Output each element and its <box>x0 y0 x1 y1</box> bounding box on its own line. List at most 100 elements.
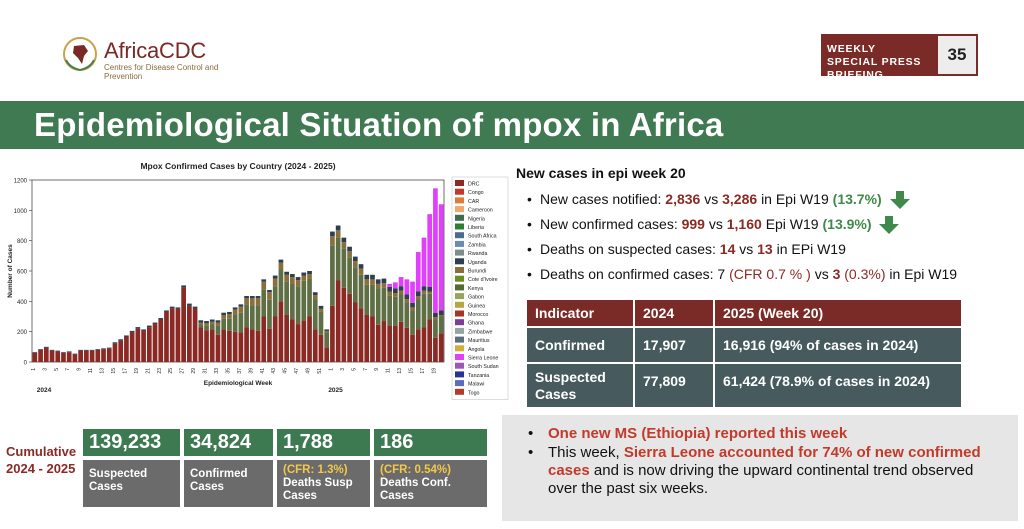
bar-segment-drc <box>370 316 375 362</box>
legend-label: Nigeria <box>468 216 485 222</box>
bar-segment-burundi <box>232 309 238 315</box>
vs-text: vs <box>708 216 723 232</box>
bar-segment-other <box>290 274 295 278</box>
bar-segment-other <box>438 310 444 315</box>
cumulative-confirmed: 34,824 Confirmed Cases <box>184 429 273 507</box>
logo-subtitle: Centres for Disease Control and Preventi… <box>104 63 219 81</box>
bar-segment-uganda <box>301 280 307 321</box>
legend-swatch <box>455 310 464 317</box>
legend-swatch <box>455 354 464 360</box>
x-tick-label: 43 <box>271 368 277 374</box>
legend-swatch <box>455 180 464 186</box>
cumulative-box-label: Deaths Susp Cases <box>283 477 353 502</box>
bar-segment-burundi <box>335 230 341 238</box>
bar-segment-drc <box>129 332 135 362</box>
bar-segment-drc <box>398 321 404 362</box>
bar-segment-burundi <box>318 308 324 312</box>
legend-swatch <box>455 293 464 300</box>
legend-label: Zimbabwe <box>468 329 492 335</box>
bar-segment-drc <box>164 311 169 362</box>
legend-swatch <box>455 284 464 291</box>
bar-segment-sierra-leone <box>410 281 415 303</box>
bar-segment-burundi <box>393 292 398 297</box>
bar-segment-drc <box>38 349 43 362</box>
legend-label: Cote d'Ivoire <box>468 277 498 283</box>
bar-segment-drc <box>438 333 444 362</box>
bar-segment-drc <box>278 301 284 362</box>
bar-segment-uganda <box>244 304 249 328</box>
bar-segment-burundi <box>375 283 381 289</box>
item-label: Deaths on suspected cases: <box>540 241 716 257</box>
highlight-item: This week, Sierra Leone accounted for 74… <box>522 444 1004 498</box>
bar-segment-burundi <box>381 283 387 288</box>
bar-segment-drc <box>433 337 438 362</box>
previous-cfr: (0.3%) <box>844 266 886 282</box>
x-tick-label: 5 <box>351 368 357 371</box>
bar-segment-burundi <box>244 298 249 305</box>
bar-segment-drc <box>375 324 381 362</box>
y-tick-label: 200 <box>17 330 28 336</box>
bar-segment-burundi <box>255 298 261 306</box>
bar-segment-other <box>38 349 43 350</box>
bar-segment-drc <box>43 347 49 362</box>
bar-segment-other <box>393 288 398 293</box>
bar-segment-other <box>95 349 101 350</box>
bar-segment-other <box>146 325 152 328</box>
bar-segment-other <box>398 286 404 291</box>
legend-label: Togo <box>468 390 480 396</box>
item-label: New cases notified: <box>540 191 662 207</box>
bar-segment-drc <box>352 302 358 362</box>
bar-segment-drc <box>181 287 186 362</box>
bar-segment-other <box>209 319 215 322</box>
bar-segment-other <box>381 278 387 284</box>
bar-segment-other <box>335 225 341 231</box>
bar-segment-drc <box>410 334 415 362</box>
legend-label: Uganda <box>468 260 487 266</box>
bar-segment-other <box>272 275 278 279</box>
x-tick-label: 17 <box>122 368 128 374</box>
bar-segment-uganda <box>204 325 209 331</box>
legend-label: Zambia <box>468 242 486 248</box>
bar-segment-uganda <box>415 299 421 330</box>
y-tick-label: 1200 <box>14 179 28 185</box>
bar-segment-sierra-leone <box>398 277 404 287</box>
current-cfr: (CFR 0.7 % ) <box>729 266 811 282</box>
x-tick-label: 29 <box>191 368 197 374</box>
y-tick-label: 800 <box>17 239 28 245</box>
bar-segment-burundi <box>410 307 415 311</box>
bar-segment-uganda <box>238 312 244 333</box>
bar-segment-drc <box>106 348 112 362</box>
bar-segment-burundi <box>358 268 364 275</box>
bar-segment-other <box>49 349 55 351</box>
x-tick-label: 31 <box>203 368 209 374</box>
bar-segment-drc <box>152 324 158 362</box>
bar-segment-uganda <box>261 289 267 317</box>
legend-label: Guinea <box>468 303 485 309</box>
current-value: 2,836 <box>665 191 701 207</box>
bar-segment-uganda <box>267 299 272 329</box>
bar-segment-uganda <box>427 293 433 320</box>
current-value: 7 <box>717 266 726 282</box>
bar-segment-other <box>244 296 249 299</box>
bar-segment-sierra-leone <box>415 252 421 292</box>
bar-segment-other <box>352 256 358 262</box>
bar-segment-drc <box>204 330 209 362</box>
bar-segment-uganda <box>364 284 370 315</box>
legend-label: Rwanda <box>468 251 487 257</box>
legend-swatch <box>455 232 464 239</box>
bar-segment-other <box>415 291 421 297</box>
vs-text: vs <box>814 266 829 282</box>
cumulative-value: 139,233 <box>83 429 180 456</box>
x-tick-label: 19 <box>134 368 140 374</box>
bar-segment-other <box>129 330 135 333</box>
bar-segment-drc <box>215 334 221 362</box>
bar-segment-drc <box>146 327 152 362</box>
table-header-row: Indicator 2024 2025 (Week 20) <box>525 298 963 328</box>
bar-segment-burundi <box>438 314 444 317</box>
x-tick-label: 25 <box>168 368 174 374</box>
legend-label: Liberia <box>468 225 484 231</box>
week-ref: in Epi W19 <box>889 266 958 282</box>
x-tick-label: 49 <box>306 368 312 374</box>
bar-segment-drc <box>404 327 410 362</box>
x-tick-label: 35 <box>225 368 231 374</box>
